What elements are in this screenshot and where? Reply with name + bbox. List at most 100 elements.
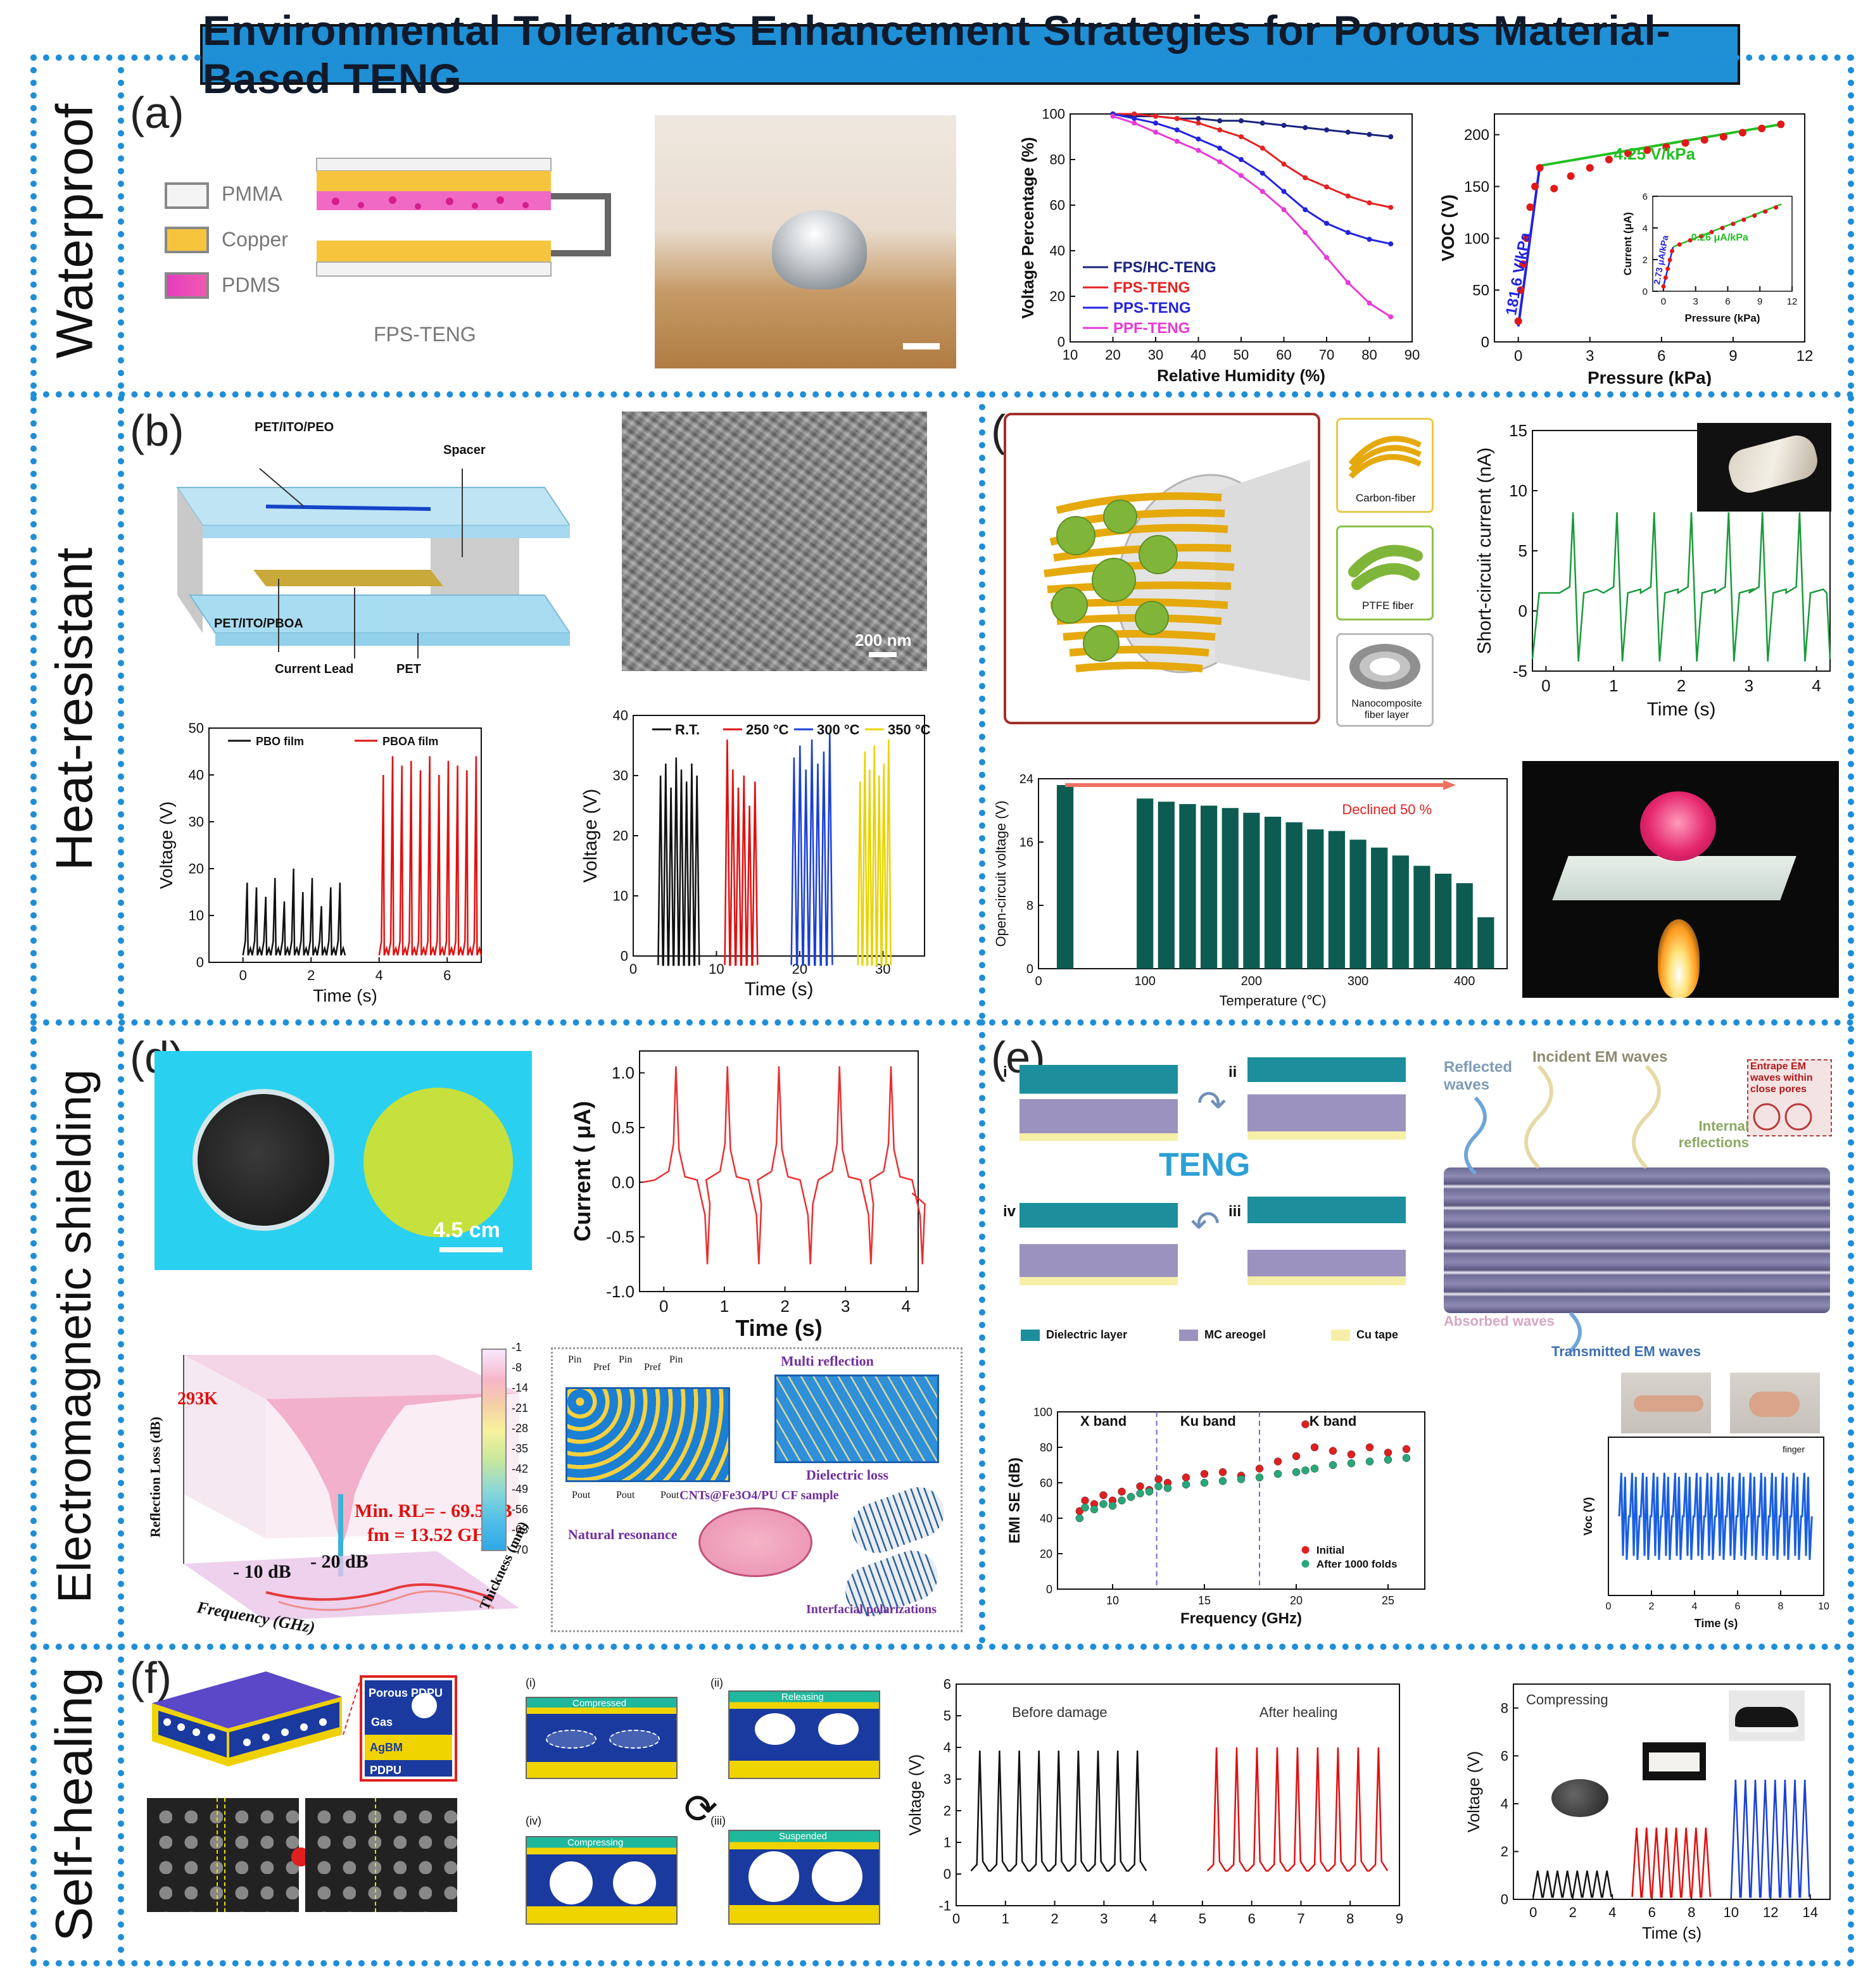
fit-line-low: [1517, 165, 1541, 327]
temperature-bar: [1434, 874, 1452, 969]
label-reflected-waves: Reflected waves: [1444, 1059, 1513, 1093]
x-tick-label: 8: [1688, 1904, 1695, 1920]
rl-colorbar: [481, 1349, 507, 1551]
x-tick-label: 7: [1297, 1911, 1304, 1927]
legend-copper-label: Copper: [222, 228, 288, 251]
data-point-PPF-TENG: [1153, 129, 1158, 135]
x-tick-label: 6: [1725, 296, 1730, 307]
label-entrape-waves: Entrape EM waves within close pores: [1750, 1061, 1813, 1095]
inset-point: [1665, 267, 1670, 271]
y-tick-label: 40: [189, 767, 204, 783]
data-point: [1624, 149, 1632, 158]
temperature-bar: [1307, 829, 1324, 969]
inset-point: [1688, 238, 1693, 243]
finger-photo-1: [1621, 1373, 1711, 1433]
label-absorbed-waves: Absorbed waves: [1444, 1313, 1555, 1329]
label-pet: PET: [396, 662, 421, 676]
label-gas: Gas: [371, 1716, 393, 1728]
data-point-PPS-TENG: [1303, 207, 1308, 213]
x-tick-label: 300: [1348, 974, 1368, 988]
label-cf-sample: CNTs@Fe3O4/PU CF sample: [679, 1488, 839, 1502]
emi-point-Initial: [1273, 1457, 1282, 1466]
legend-label: FPS/HC-TENG: [1113, 259, 1216, 276]
emi-point-After 1000 folds: [1090, 1505, 1099, 1514]
ptfe-fiber-label: PTFE fiber: [1362, 600, 1414, 612]
emi-point-Initial: [1292, 1452, 1301, 1461]
x-tick-label: 70: [1319, 347, 1334, 363]
y-axis-label: Voltage (V): [906, 1754, 925, 1836]
carbon-fiber-callout: Carbon-fiber: [1336, 418, 1434, 513]
emi-point-After 1000 folds: [1145, 1487, 1154, 1496]
step-iii-layers: [1247, 1197, 1406, 1285]
x-axis-label: Relative Humidity (%): [1157, 366, 1325, 385]
inset-point: [1669, 249, 1674, 253]
data-point: [1719, 133, 1727, 141]
emi-point-Initial: [1099, 1491, 1108, 1499]
data-point: [1700, 135, 1708, 144]
row-divider-1: [30, 391, 1854, 398]
shoe-photo: [1729, 1690, 1805, 1741]
emi-point-After 1000 folds: [1200, 1478, 1209, 1487]
x-axis-label: Time (s): [313, 986, 377, 1005]
rose: [1640, 791, 1716, 861]
data-point: [1522, 234, 1531, 242]
data-point-PPS-TENG: [1174, 127, 1180, 133]
x-tick-label: 30: [1148, 347, 1163, 363]
teng-cycle-diagram: i ii iii iv TENG ↷ ↶: [994, 1051, 1425, 1342]
emi-point-After 1000 folds: [1347, 1459, 1356, 1468]
y-axis-label: Voltage (V): [580, 789, 601, 883]
y-tick-label: 60: [1040, 1476, 1052, 1489]
x-tick-label: 10: [1818, 1601, 1829, 1612]
emi-point-Initial: [1200, 1469, 1209, 1478]
sem-damaged-image: [147, 1798, 299, 1912]
x-tick-label: 0: [239, 967, 247, 983]
x-tick-label: 3: [1586, 348, 1594, 365]
row-label-waterproof: Waterproof: [46, 103, 103, 359]
emi-point-After 1000 folds: [1099, 1500, 1108, 1508]
label-pdpu: PDPU: [370, 1764, 402, 1777]
legend-label: After 1000 folds: [1316, 1558, 1398, 1570]
x-tick-label: 6: [1248, 1911, 1256, 1927]
temperature-bar: [1371, 847, 1388, 969]
data-point: [1643, 146, 1651, 154]
sample-scale-label: 4.5 cm: [433, 1218, 500, 1242]
data-point-FPS/HC-TENG: [1259, 120, 1265, 126]
data-point: [1605, 156, 1613, 163]
temperature-bar: [1243, 812, 1260, 969]
emi-point-Initial: [1255, 1464, 1264, 1473]
temperature-bar: [1200, 805, 1218, 969]
data-point-PPS-TENG: [1281, 189, 1287, 194]
emi-point-After 1000 folds: [1255, 1473, 1264, 1482]
y-tick-label: 0: [1518, 601, 1527, 620]
legend-label: PPS-TENG: [1113, 299, 1191, 317]
x-axis-label: Pressure (kPa): [1684, 312, 1760, 324]
data-point-FPS-TENG: [1281, 161, 1287, 167]
y-tick-label: 4: [1501, 1796, 1508, 1812]
data-point-FPS/HC-TENG: [1217, 118, 1223, 123]
y-tick-label: 80: [1050, 152, 1065, 168]
emi-point-Initial: [1218, 1468, 1227, 1476]
x-axis-label: Time (s): [1695, 1617, 1738, 1630]
y-tick-label: 100: [1042, 106, 1065, 122]
emi-point-Initial: [1310, 1443, 1319, 1452]
x-tick-label: 12: [1787, 296, 1798, 307]
x-tick-label: 10: [709, 961, 724, 977]
x-tick-label: 20: [1290, 1594, 1303, 1607]
mid-divider-b-c: [979, 391, 985, 1019]
x-tick-label: 0: [659, 1297, 668, 1316]
sem-healed-image: [305, 1798, 457, 1912]
carbon-ptfe-fiber-bundle: [1044, 460, 1310, 681]
legend-label: PPF-TENG: [1113, 320, 1190, 337]
temperature-bar: [1413, 865, 1430, 969]
x-tick-label: 25: [1382, 1594, 1394, 1607]
emi-point-After 1000 folds: [1237, 1475, 1246, 1483]
emi-point-After 1000 folds: [1136, 1489, 1144, 1498]
y-tick-label: 0: [1501, 1892, 1508, 1908]
x-tick-label: 0: [1606, 1601, 1612, 1612]
finger-voc-chart: 0 2 4 6 8 10 Time (s) Voc (V) finger: [1582, 1437, 1829, 1630]
y-axis-label: Current ( μA): [570, 1101, 595, 1242]
aerogel-layers: [1444, 1167, 1830, 1313]
inset-point: [1741, 217, 1746, 222]
data-point-FPS-TENG: [1239, 134, 1244, 139]
